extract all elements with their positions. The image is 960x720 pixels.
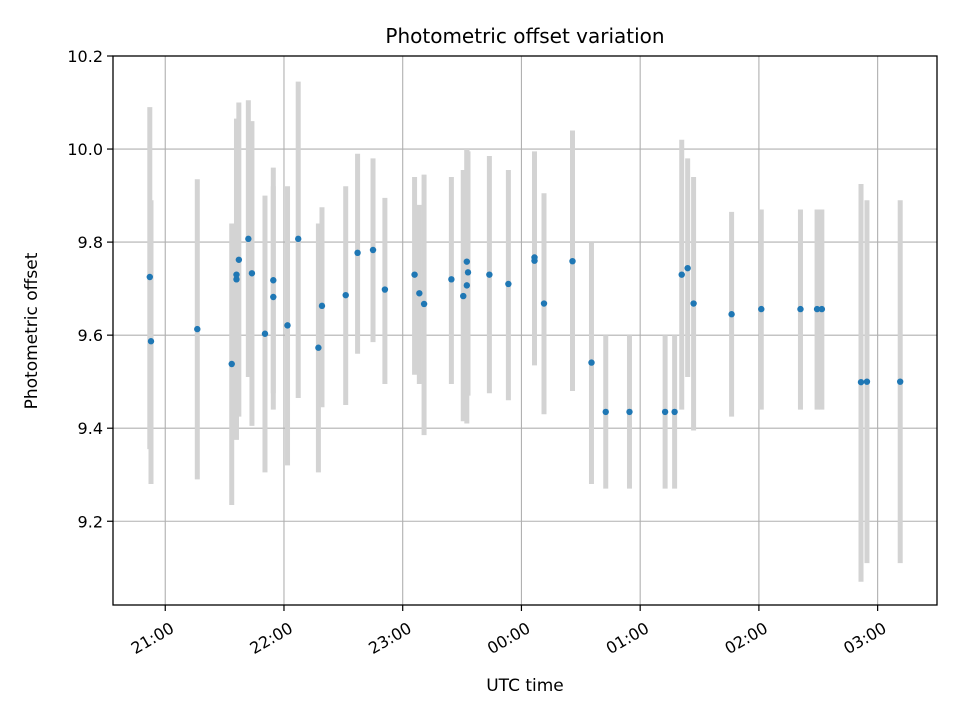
data-point [671,408,678,416]
y-axis-ticks: 9.2 9.4 9.6 9.8 10.0 10.2 [67,47,113,531]
data-point [284,322,291,329]
data-point [678,271,685,278]
data-point [318,302,326,310]
data-point [486,271,493,278]
data-point [248,270,256,277]
data-point [588,359,595,366]
data-point [354,249,361,257]
y-tick-label: 9.2 [78,512,103,531]
data-point [315,344,322,351]
y-tick-label: 10.0 [67,140,103,159]
y-axis-label: Photometric offset [22,252,42,409]
data-point [863,378,871,385]
data-point [233,271,240,278]
data-point [531,257,538,264]
data-point [381,286,389,293]
data-point [690,300,697,307]
y-tick-label: 9.8 [78,233,103,252]
data-point [146,273,154,281]
data-point [228,360,235,368]
data-point [728,311,735,318]
data-point [818,305,826,313]
data-point [245,235,252,243]
data-point [270,277,277,284]
data-point [194,325,201,333]
y-tick-label: 9.4 [78,419,103,438]
data-point [147,338,155,345]
data-point [464,269,472,276]
data-point [448,276,455,283]
data-point [233,276,240,283]
data-point [295,235,302,243]
data-point [505,280,512,288]
data-point [758,305,765,313]
data-point [420,300,428,308]
data-point [369,246,377,254]
data-point [896,378,904,385]
data-point [235,256,243,263]
data-point [569,257,576,265]
data-point [684,264,691,272]
x-axis-label: UTC time [486,676,564,696]
data-point [540,300,548,307]
data-point [626,408,633,416]
data-point [460,292,467,300]
data-point [797,305,804,313]
plot-frame [112,55,938,606]
data-point [661,408,669,416]
data-point [602,408,609,416]
data-point [261,330,269,337]
data-points [146,235,904,416]
data-point [416,290,423,297]
data-point [463,258,471,265]
data-point [411,271,418,278]
data-point [270,293,277,301]
data-point [342,291,349,299]
data-point [857,378,865,386]
data-point [813,305,821,313]
y-tick-label: 9.6 [78,326,103,345]
chart-title: Photometric offset variation [385,24,664,48]
data-point [463,282,471,289]
y-tick-label: 10.2 [67,47,103,66]
